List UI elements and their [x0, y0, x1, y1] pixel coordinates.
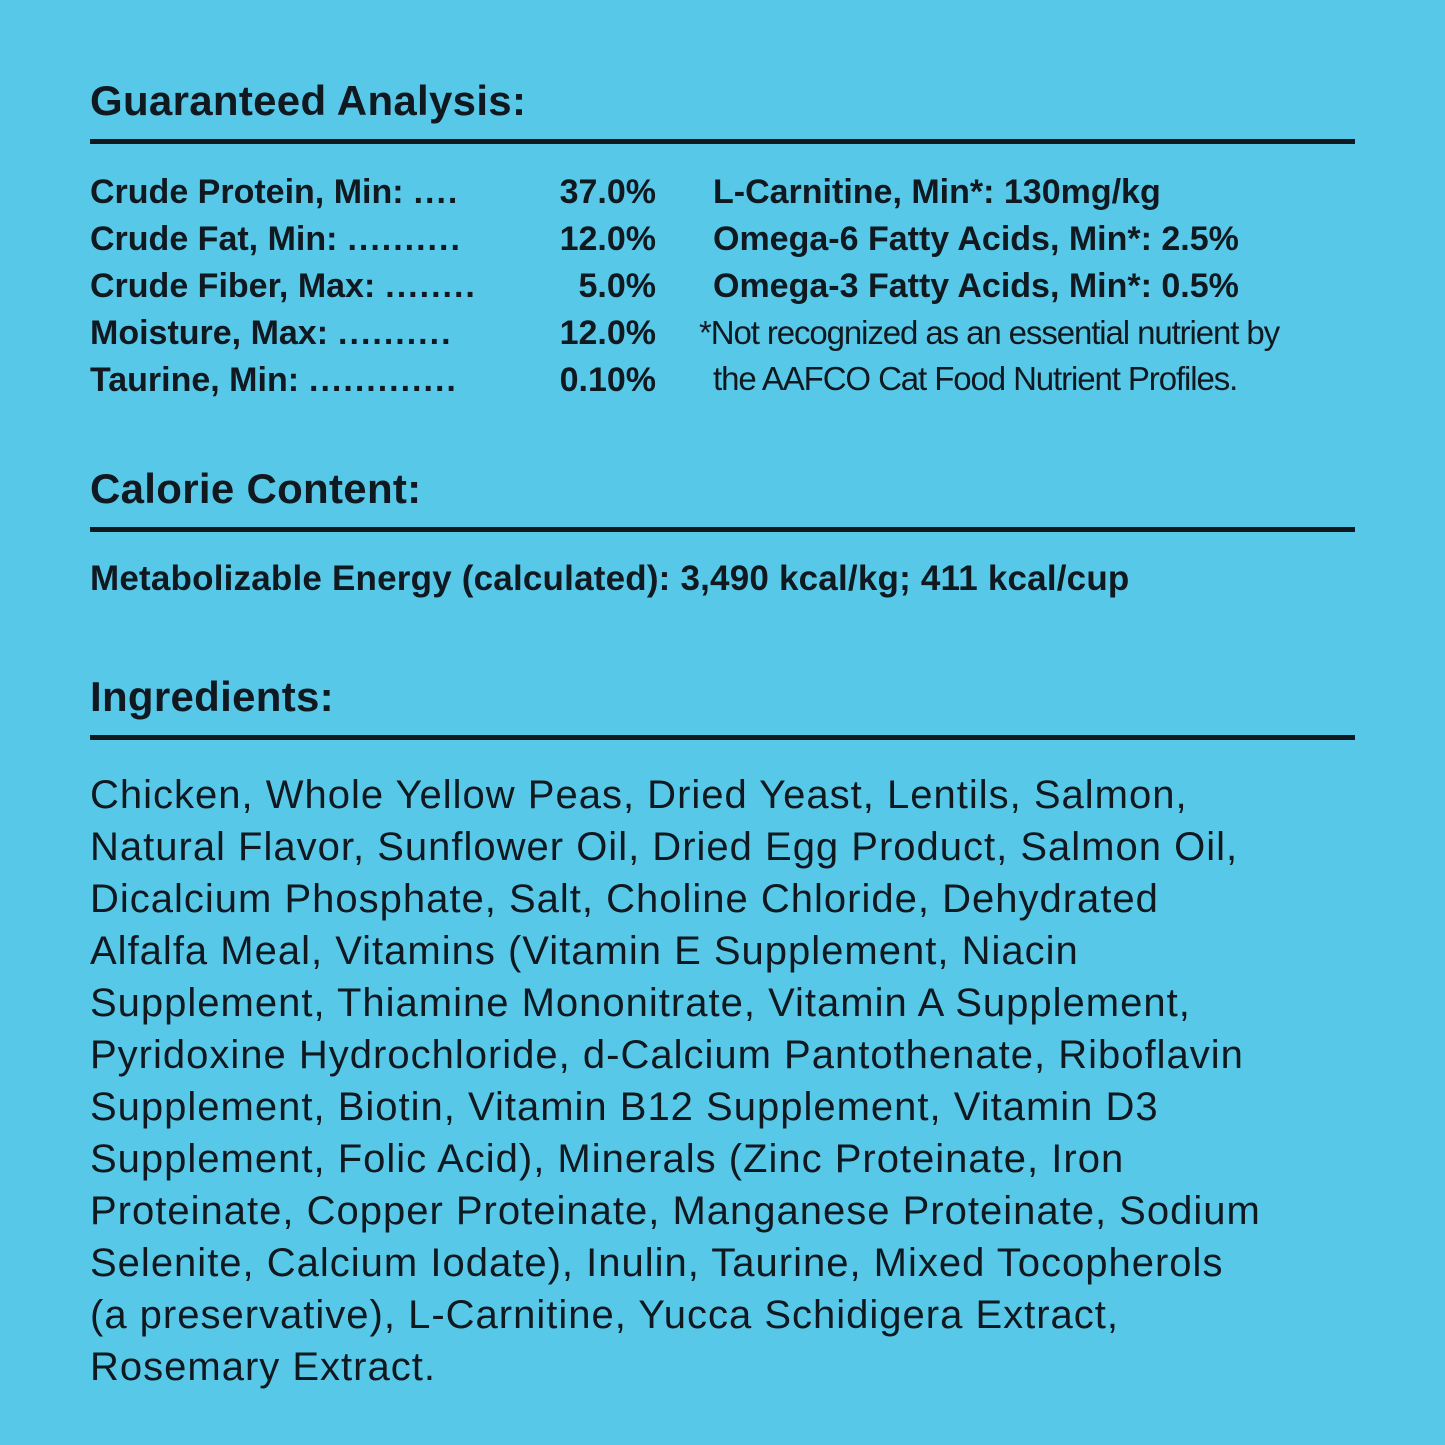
analysis-left-column: Crude Protein, Min: .... 37.0% Crude Fat…	[90, 169, 656, 404]
guaranteed-analysis-table: Crude Protein, Min: .... 37.0% Crude Fat…	[90, 169, 1355, 404]
calorie-content-section: Calorie Content: Metabolizable Energy (c…	[90, 468, 1355, 600]
analysis-label: Crude Protein, Min:	[90, 173, 404, 211]
analysis-label: Moisture, Max:	[90, 314, 329, 352]
analysis-row-omega3: Omega-3 Fatty Acids, Min*: 0.5%	[713, 267, 1239, 305]
ingredients-line: (a preservative), L-Carnitine, Yucca Sch…	[90, 1293, 1120, 1337]
guaranteed-analysis-section: Guaranteed Analysis: Crude Protein, Min:…	[90, 80, 1355, 404]
ingredients-section: Ingredients: Chicken, Whole Yellow Peas,…	[90, 676, 1355, 1393]
analysis-value: 12.0%	[559, 314, 656, 352]
ingredients-line: Chicken, Whole Yellow Peas, Dried Yeast,…	[90, 773, 1188, 817]
ingredients-line: Supplement, Thiamine Mononitrate, Vitami…	[90, 981, 1191, 1025]
ingredients-divider	[90, 735, 1355, 740]
dot-leader: ........	[385, 267, 477, 305]
analysis-row-crude-fiber: Crude Fiber, Max: ........ 5.0%	[90, 263, 656, 310]
aafco-footnote-line-2: the AAFCO Cat Food Nutrient Profiles.	[713, 360, 1238, 397]
analysis-value: 5.0%	[578, 267, 657, 305]
analysis-label: Crude Fiber, Max:	[90, 267, 376, 305]
pet-food-label: Guaranteed Analysis: Crude Protein, Min:…	[90, 80, 1355, 1393]
analysis-row-taurine: Taurine, Min: ............. 0.10%	[90, 357, 656, 404]
ingredients-line: Supplement, Folic Acid), Minerals (Zinc …	[90, 1137, 1125, 1181]
ingredients-line: Pyridoxine Hydrochloride, d-Calcium Pant…	[90, 1033, 1244, 1077]
analysis-row-crude-protein: Crude Protein, Min: .... 37.0%	[90, 169, 656, 216]
ingredients-line: Natural Flavor, Sunflower Oil, Dried Egg…	[90, 825, 1239, 869]
analysis-right-column: L-Carnitine, Min*: 130mg/kg Omega-6 Fatt…	[699, 169, 1355, 404]
analysis-value: 0.10%	[559, 361, 656, 399]
analysis-row-l-carnitine: L-Carnitine, Min*: 130mg/kg	[713, 173, 1161, 211]
ingredients-line: Alfalfa Meal, Vitamins (Vitamin E Supple…	[90, 929, 1079, 973]
ingredients-list: Chicken, Whole Yellow Peas, Dried Yeast,…	[90, 769, 1355, 1393]
dot-leader: .............	[309, 361, 458, 399]
analysis-row-moisture: Moisture, Max: .......... 12.0%	[90, 310, 656, 357]
analysis-label: Crude Fat, Min:	[90, 220, 338, 258]
metabolizable-energy-line: Metabolizable Energy (calculated): 3,490…	[90, 559, 1130, 598]
analysis-label: Taurine, Min:	[90, 361, 300, 399]
ingredients-line: Rosemary Extract.	[90, 1345, 436, 1389]
analysis-row-crude-fat: Crude Fat, Min: .......... 12.0%	[90, 216, 656, 263]
ingredients-line: Dicalcium Phosphate, Salt, Choline Chlor…	[90, 877, 1159, 921]
analysis-row-omega6: Omega-6 Fatty Acids, Min*: 2.5%	[713, 220, 1239, 258]
guaranteed-analysis-title: Guaranteed Analysis:	[90, 77, 527, 124]
ingredients-line: Supplement, Biotin, Vitamin B12 Suppleme…	[90, 1085, 1159, 1129]
calorie-content-divider	[90, 527, 1355, 532]
aafco-footnote-line-1: *Not recognized as an essential nutrient…	[699, 314, 1280, 351]
dot-leader: ....	[413, 173, 460, 211]
ingredients-title: Ingredients:	[90, 673, 334, 720]
analysis-value: 37.0%	[559, 173, 656, 211]
analysis-value: 12.0%	[559, 220, 656, 258]
dot-leader: ..........	[338, 314, 453, 352]
dot-leader: ..........	[347, 220, 462, 258]
calorie-content-title: Calorie Content:	[90, 465, 422, 512]
guaranteed-analysis-divider	[90, 139, 1355, 144]
ingredients-line: Selenite, Calcium Iodate), Inulin, Tauri…	[90, 1241, 1224, 1285]
ingredients-line: Proteinate, Copper Proteinate, Manganese…	[90, 1189, 1261, 1233]
